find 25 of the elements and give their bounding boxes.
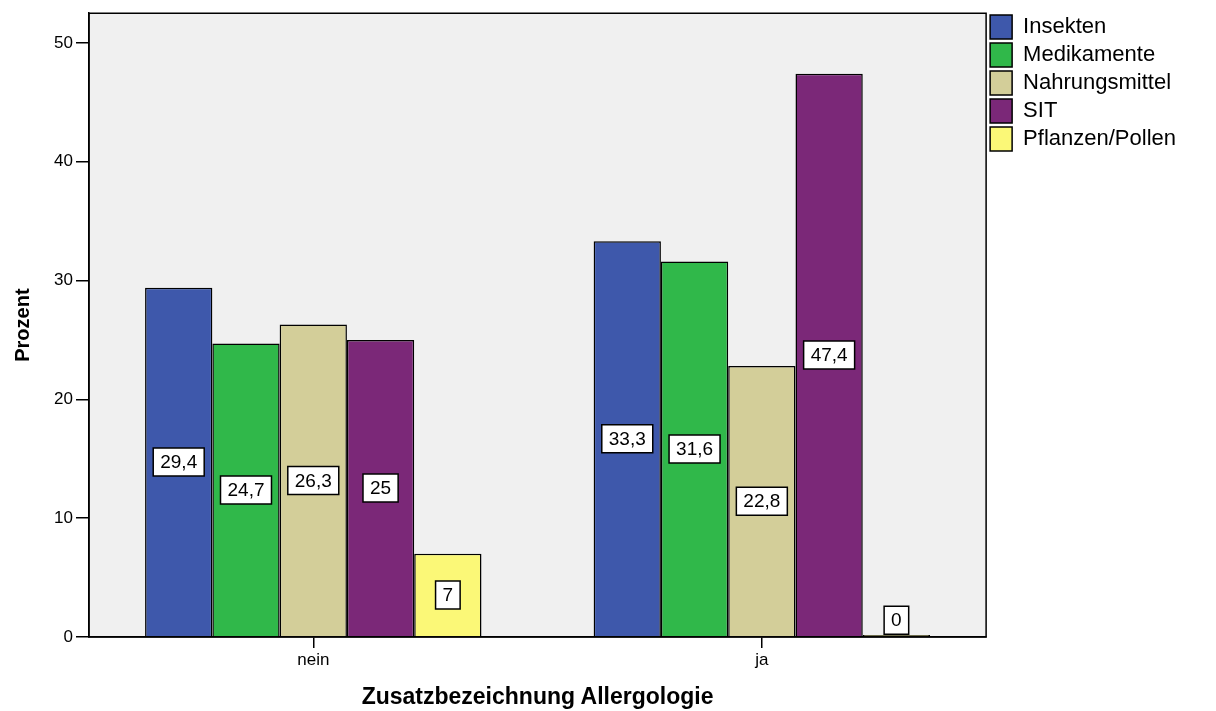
legend-label: Insekten [1023,13,1107,39]
data-label: 7 [442,584,454,606]
x-tick-label: nein [297,649,330,669]
data-label: 25 [369,477,392,499]
legend-label: Nahrungsmittel [1023,69,1172,95]
y-axis-title: Prozent [10,288,33,362]
data-label: 47,4 [810,344,849,366]
data-label: 26,3 [294,469,332,491]
y-tick-label: 0 [63,626,73,646]
y-tick-label: 10 [54,507,73,527]
data-label: 22,8 [743,490,781,512]
data-label: 33,3 [608,428,646,450]
y-tick-label: 30 [54,270,73,290]
x-axis-title: Zusatzbezeichnung Allergologie [361,682,714,709]
data-label: 24,7 [227,479,265,501]
legend-label: Pflanzen/Pollen [1023,125,1177,151]
y-tick-label: 40 [54,151,73,171]
data-label: 29,4 [160,451,198,473]
y-tick-label: 20 [54,389,73,409]
legend-label: SIT [1023,97,1058,123]
y-tick-label: 50 [54,32,73,52]
legend-label: Medikamente [1023,41,1156,67]
data-label: 31,6 [676,438,714,460]
x-tick-label: ja [754,649,769,669]
data-label: 0 [891,609,902,631]
